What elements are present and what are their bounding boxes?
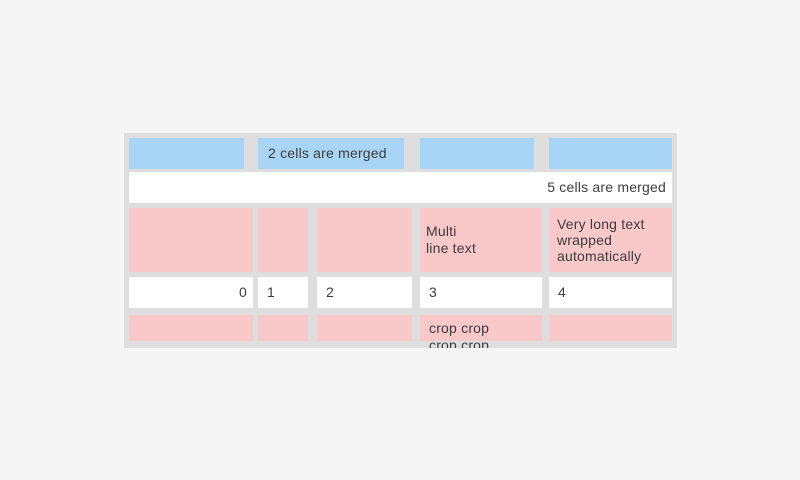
table-cell-number-4[interactable]: 4: [549, 277, 672, 308]
table-cell-r1c1[interactable]: [129, 138, 244, 169]
table-cell-number-1[interactable]: 1: [258, 277, 308, 308]
table-widget: 2 cells are merged 5 cells are merged Mu…: [124, 133, 677, 348]
table-cell-r5c3[interactable]: [317, 315, 412, 341]
table-cell-r5c1[interactable]: [129, 315, 253, 341]
table-cell-cropped-text[interactable]: crop crop crop crop: [420, 315, 542, 348]
table-cell-r3c1[interactable]: [129, 208, 253, 272]
table-cell-r3c3[interactable]: [317, 208, 412, 272]
table-cell-r1-merged-2cols[interactable]: 2 cells are merged: [258, 138, 404, 169]
table-cell-r5c2[interactable]: [258, 315, 308, 341]
table-cell-number-3[interactable]: 3: [420, 277, 542, 308]
cropped-text-label: crop crop crop crop: [429, 320, 490, 348]
table-cell-r1c5[interactable]: [549, 138, 672, 169]
table-cell-number-0[interactable]: 0: [129, 277, 253, 308]
table-cell-wrapped-text[interactable]: Very long text wrapped automatically: [549, 208, 672, 272]
table-cell-number-2[interactable]: 2: [317, 277, 412, 308]
table-cell-r3c2[interactable]: [258, 208, 308, 272]
table-cell-r1c4[interactable]: [420, 138, 534, 169]
table-cell-multi-line-text[interactable]: Multi line text: [420, 208, 542, 272]
table-cell-r2-merged-5cols[interactable]: 5 cells are merged: [129, 172, 672, 203]
table-cell-r5c5[interactable]: [549, 315, 672, 341]
